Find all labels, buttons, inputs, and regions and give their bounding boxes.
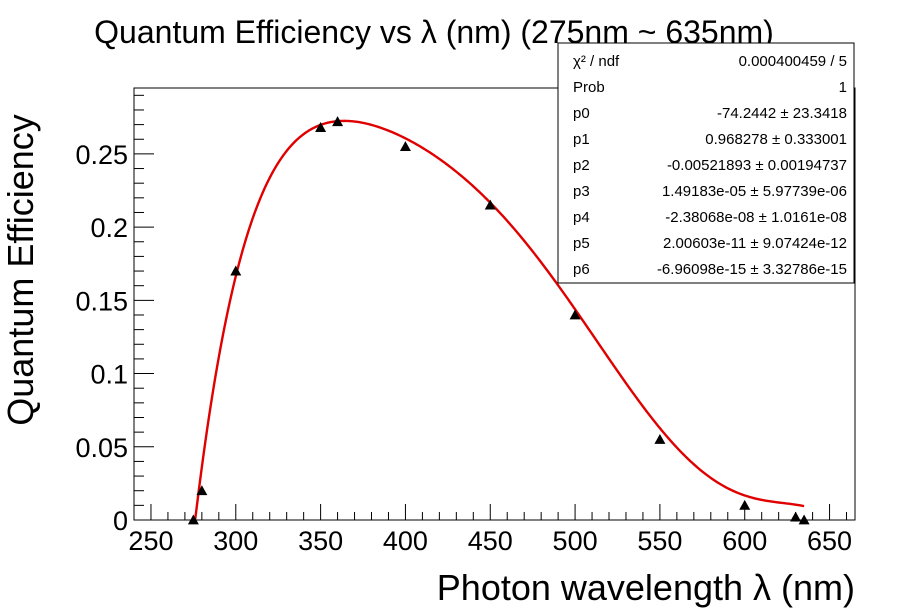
x-tick-label-600: 600 <box>722 526 767 556</box>
stats-value-p6: -6.96098e-15 ± 3.32786e-15 <box>657 261 847 278</box>
stats-label-p0: p0 <box>573 105 590 122</box>
data-point-marker <box>332 116 344 127</box>
stats-label-p4: p4 <box>573 209 590 226</box>
stats-value-p4: -2.38068e-08 ± 1.0161e-08 <box>665 209 847 226</box>
data-point-marker <box>399 141 411 151</box>
data-point-marker <box>484 199 496 210</box>
y-tick-label-0.2: 0.2 <box>90 213 128 243</box>
stats-label-prob: Prob <box>573 79 605 96</box>
data-point-marker <box>739 499 751 510</box>
stats-label-p3: p3 <box>573 183 590 200</box>
y-axis <box>134 94 154 521</box>
x-tick-label-400: 400 <box>383 526 428 556</box>
y-tick-label-0.05: 0.05 <box>75 433 128 463</box>
stats-label-chi2: χ² / ndf <box>573 53 620 70</box>
y-axis-title: Quantum Efficiency <box>0 114 41 425</box>
x-tick-label-650: 650 <box>807 526 852 556</box>
stats-value-chi2: 0.000400459 / 5 <box>739 53 847 70</box>
stats-label-p6: p6 <box>573 261 590 278</box>
x-tick-label-450: 450 <box>468 526 513 556</box>
data-point-marker <box>230 265 242 276</box>
x-tick-labels: 250 300 350 400 450 500 550 600 650 <box>128 526 852 556</box>
stats-label-p5: p5 <box>573 235 590 252</box>
x-tick-label-300: 300 <box>213 526 258 556</box>
x-axis-title: Photon wavelength λ (nm) <box>437 567 855 608</box>
data-point-marker <box>569 309 581 320</box>
y-tick-label-0.1: 0.1 <box>90 360 128 390</box>
stats-value-p3: 1.49183e-05 ± 5.97739e-06 <box>662 183 847 200</box>
x-tick-label-350: 350 <box>298 526 343 556</box>
x-tick-label-550: 550 <box>637 526 682 556</box>
fit-curve <box>193 119 805 522</box>
stats-label-p1: p1 <box>573 131 590 148</box>
data-point-marker <box>798 514 810 525</box>
y-tick-labels: 0 0.05 0.1 0.15 0.2 0.25 <box>75 140 128 536</box>
x-axis <box>150 504 848 520</box>
stats-label-p2: p2 <box>573 157 590 174</box>
x-tick-label-500: 500 <box>553 526 598 556</box>
stats-value-prob: 1 <box>839 79 847 96</box>
x-tick-label-250: 250 <box>128 526 173 556</box>
stats-value-p0: -74.2442 ± 23.3418 <box>717 105 847 122</box>
fit-stats-box: χ² / ndf 0.000400459 / 5 Prob 1 p0 -74.2… <box>557 42 855 284</box>
data-point-marker <box>790 511 802 522</box>
stats-value-p1: 0.968278 ± 0.333001 <box>705 131 847 148</box>
y-tick-label-0.15: 0.15 <box>75 286 128 316</box>
data-point-marker <box>315 122 327 132</box>
y-tick-label-0.25: 0.25 <box>75 140 128 170</box>
stats-value-p2: -0.00521893 ± 0.00194737 <box>667 157 847 174</box>
data-point-marker <box>654 433 666 444</box>
data-markers <box>187 116 810 525</box>
stats-box-frame <box>557 42 855 284</box>
data-point-marker <box>196 485 208 496</box>
stats-value-p5: 2.00603e-11 ± 9.07424e-12 <box>663 235 847 252</box>
y-tick-label-0: 0 <box>113 506 128 536</box>
data-point-marker <box>187 514 199 525</box>
